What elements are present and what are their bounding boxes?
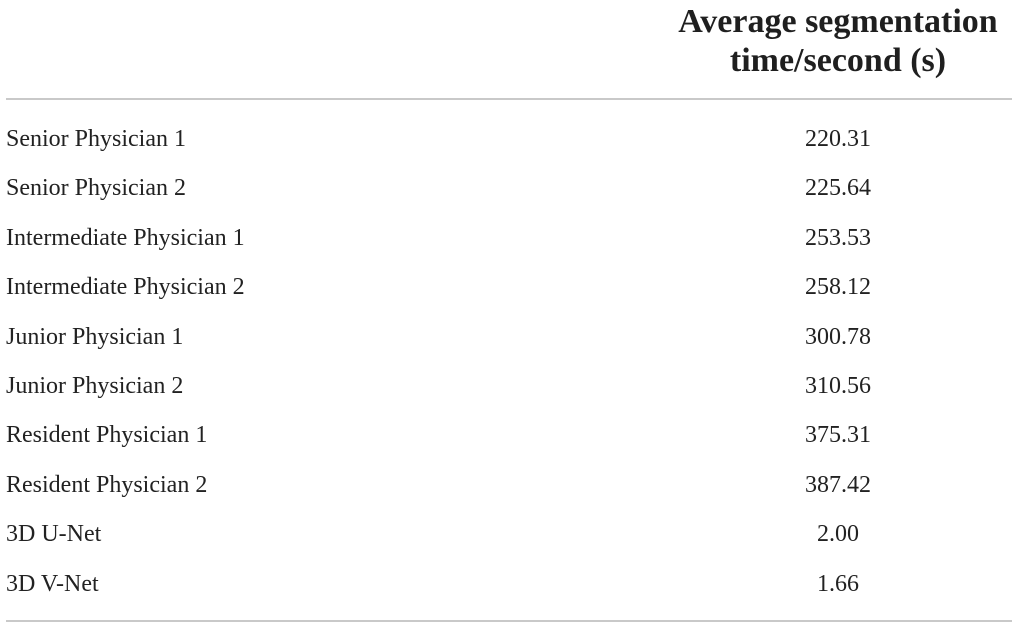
row-value: 310.56	[805, 373, 871, 399]
row-value: 253.53	[805, 225, 871, 251]
table-row: Senior Physician 2 225.64	[0, 164, 1017, 213]
table-bottom-rule	[6, 620, 1012, 622]
table-row: Junior Physician 1 300.78	[0, 313, 1017, 362]
table-row: 3D V-Net 1.66	[0, 560, 1017, 609]
column-header-line-1: Average segmentation	[678, 3, 998, 40]
row-value: 225.64	[805, 175, 871, 201]
row-value: 220.31	[805, 126, 871, 152]
row-value: 2.00	[817, 521, 859, 547]
row-label: Junior Physician 2	[6, 373, 184, 399]
row-label: Resident Physician 1	[6, 422, 208, 448]
row-value: 1.66	[817, 571, 859, 597]
row-label: Senior Physician 2	[6, 175, 186, 201]
row-value: 375.31	[805, 422, 871, 448]
table-row: Intermediate Physician 1 253.53	[0, 214, 1017, 263]
row-label: 3D U-Net	[6, 521, 102, 547]
row-label: Intermediate Physician 1	[6, 225, 245, 251]
row-label: Senior Physician 1	[6, 126, 186, 152]
row-value: 258.12	[805, 274, 871, 300]
table-row: 3D U-Net 2.00	[0, 510, 1017, 559]
table-row: Resident Physician 1 375.31	[0, 411, 1017, 460]
row-label: Junior Physician 1	[6, 324, 184, 350]
row-label: Resident Physician 2	[6, 472, 208, 498]
table-row: Junior Physician 2 310.56	[0, 362, 1017, 411]
column-header-average-segmentation-time: Average segmentation time/second (s)	[662, 2, 1014, 80]
row-value: 300.78	[805, 324, 871, 350]
column-header-line-2: time/second (s)	[729, 42, 947, 79]
row-label: 3D V-Net	[6, 571, 99, 597]
table-row: Senior Physician 1 220.31	[0, 115, 1017, 164]
table-row: Intermediate Physician 2 258.12	[0, 263, 1017, 312]
row-label: Intermediate Physician 2	[6, 274, 245, 300]
table-row: Resident Physician 2 387.42	[0, 461, 1017, 510]
header-divider	[6, 98, 1012, 100]
row-value: 387.42	[805, 472, 871, 498]
